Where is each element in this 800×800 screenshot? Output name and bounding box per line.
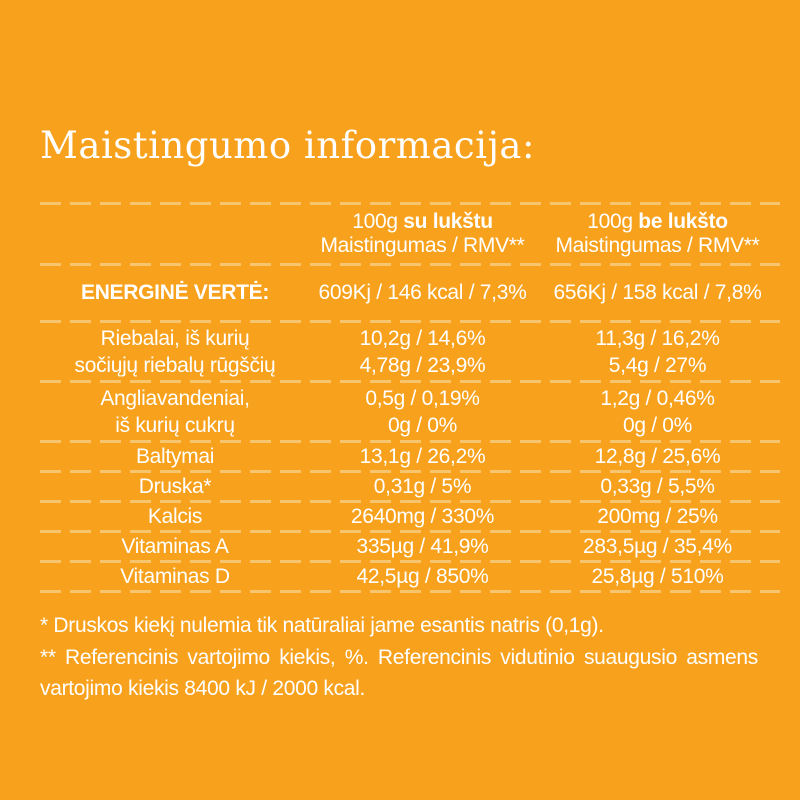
row-value-be-luksto: 200mg / 25%	[597, 504, 718, 528]
row-value-be-luksto: 25,8µg / 510%	[591, 564, 724, 588]
dashed-divider	[40, 380, 780, 383]
row-label: ENERGINĖ VERTĖ:	[80, 281, 270, 304]
row-label: Druska*	[138, 474, 212, 498]
row-value-su-lukstu: 13,1g / 26,2%	[359, 444, 486, 468]
table-row-fat: Riebalai, iš kurių sočiųjų riebalų rūgšči…	[40, 323, 780, 380]
dashed-divider	[40, 440, 780, 443]
dashed-divider	[40, 263, 780, 266]
row-value-su-lukstu: 42,5µg / 850%	[356, 564, 489, 588]
dashed-divider	[40, 500, 780, 503]
column-header-subtitle: Maistingumas / RMV**	[555, 234, 760, 257]
column-header-be-luksto: 100g be lukšto Maistingumas / RMV**	[535, 210, 780, 258]
footnote-reference-intake: ** Referencinis vartojimo kiekis, %. Ref…	[40, 646, 758, 700]
row-label: Kalcis	[147, 504, 203, 528]
row-value-be-luksto: 656Kj / 158 kcal / 7,8%	[553, 281, 762, 304]
row-value-be-luksto: 283,5µg / 35,4%	[583, 534, 732, 558]
row-value-su-lukstu: 10,2g / 14,6% 4,78g / 23,9%	[359, 326, 486, 377]
nutrition-table: 100g su lukštu Maistingumas / RMV** 100g…	[40, 202, 780, 593]
dashed-divider	[40, 320, 780, 323]
table-row-carbs: Angliavandeniai, iš kurių cukrų 0,5g / 0,…	[40, 383, 780, 440]
table-row-protein: Baltymai 13,1g / 26,2% 12,8g / 25,6%	[40, 443, 780, 470]
column-variant: be lukšto	[638, 210, 728, 233]
column-variant: su lukštu	[403, 210, 493, 233]
row-value-be-luksto: 11,3g / 16,2% 5,4g / 27%	[595, 326, 720, 377]
row-value-su-lukstu: 2640mg / 330%	[350, 504, 495, 528]
column-header-subtitle: Maistingumas / RMV**	[320, 234, 525, 257]
dashed-divider	[40, 560, 780, 563]
dashed-divider	[40, 470, 780, 473]
row-value-be-luksto: 12,8g / 25,6%	[594, 444, 721, 468]
column-header-title: 100g su lukštu	[310, 210, 535, 234]
column-qty: 100g	[587, 210, 633, 233]
footnote-salt: * Druskos kiekį nulemia tik natūraliai j…	[40, 614, 604, 637]
page-title: Maistingumo informacija:	[40, 124, 535, 167]
column-header-su-lukstu: 100g su lukštu Maistingumas / RMV**	[310, 210, 535, 258]
dashed-divider	[40, 202, 780, 205]
row-label: Vitaminas A	[121, 534, 229, 558]
footnotes: * Druskos kiekį nulemia tik natūraliai j…	[40, 610, 758, 704]
table-row-vitamin-d: Vitaminas D 42,5µg / 850% 25,8µg / 510%	[40, 563, 780, 590]
table-row-salt: Druska* 0,31g / 5% 0,33g / 5,5%	[40, 473, 780, 500]
row-value-su-lukstu: 0,31g / 5%	[373, 474, 472, 498]
row-value-be-luksto: 1,2g / 0,46% 0g / 0%	[600, 386, 715, 437]
column-header-title: 100g be lukšto	[535, 210, 780, 234]
row-value-su-lukstu: 609Kj / 146 kcal / 7,3%	[318, 281, 527, 304]
dashed-divider	[40, 590, 780, 593]
row-value-su-lukstu: 0,5g / 0,19% 0g / 0%	[365, 386, 480, 437]
row-label: Baltymai	[135, 444, 215, 468]
row-label: Vitaminas D	[120, 564, 230, 588]
dashed-divider	[40, 530, 780, 533]
row-label: Riebalai, iš kurių sočiųjų riebalų rūgšči…	[74, 326, 276, 377]
table-row-vitamin-a: Vitaminas A 335µg / 41,9% 283,5µg / 35,4…	[40, 533, 780, 560]
table-header-row: 100g su lukštu Maistingumas / RMV** 100g…	[40, 205, 780, 263]
row-value-be-luksto: 0,33g / 5,5%	[600, 474, 715, 498]
row-label: Angliavandeniai, iš kurių cukrų	[100, 386, 250, 437]
row-value-su-lukstu: 335µg / 41,9%	[356, 534, 489, 558]
column-qty: 100g	[352, 210, 398, 233]
table-row-calcium: Kalcis 2640mg / 330% 200mg / 25%	[40, 503, 780, 530]
table-row-energy: ENERGINĖ VERTĖ: 609Kj / 146 kcal / 7,3% …	[40, 266, 780, 320]
